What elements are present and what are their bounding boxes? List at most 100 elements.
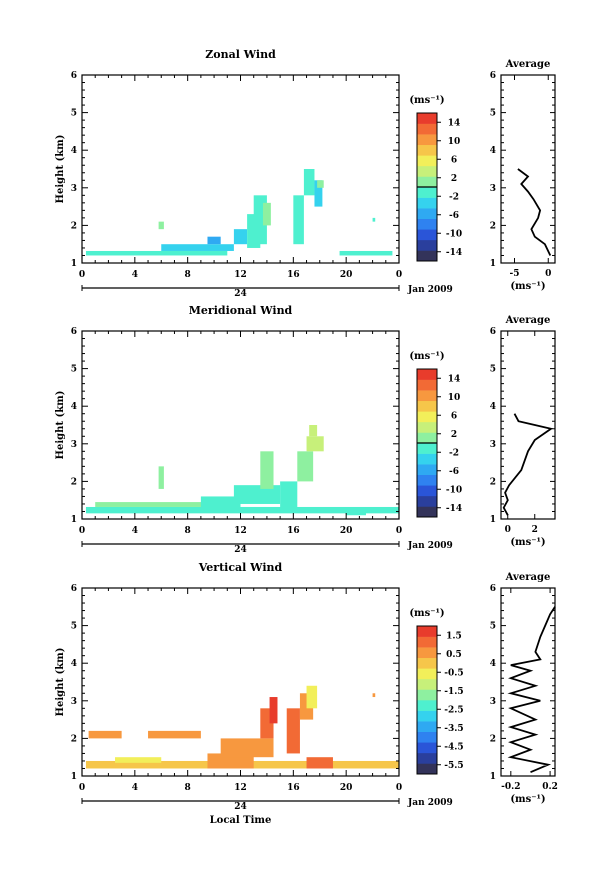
x-tick-label: 12 [234,783,247,793]
y-tick-label: 1 [71,772,77,782]
y-tick-label: 5 [71,109,77,119]
colorbar-tick-label: 2 [451,430,457,440]
colorbar-swatch [417,443,437,454]
colorbar-swatch [417,123,437,135]
x-tick-label: 8 [185,526,191,536]
y-tick-label: 4 [71,402,77,412]
heatmap-cell [314,180,323,207]
date-label: Jan 2009 [407,798,453,808]
colorbar-tick-label: 6 [451,411,457,421]
average-title: Average [505,59,551,70]
heatmap-cell [220,738,274,758]
avg-y-tick-label: 6 [490,71,496,81]
avg-y-tick-label: 1 [490,259,496,269]
average-title: Average [505,315,551,326]
heatmap-cell [200,496,241,508]
y-tick-label: 4 [71,146,77,156]
colorbar-tick-label: -5.5 [444,761,463,771]
average-unit: (ms⁻¹) [510,537,545,548]
x-tick-label: 16 [287,783,300,793]
y-tick-label: 1 [71,259,77,269]
y-tick-label: 3 [71,697,77,707]
avg-y-tick-label: 6 [490,327,496,337]
date-label: Jan 2009 [407,285,453,295]
x-tick-label: 0 [79,270,85,280]
avg-y-tick-label: 1 [490,515,496,525]
colorbar-tick-label: 2 [451,174,457,184]
y-tick-label: 6 [71,71,77,81]
colorbar-tick-label: -6 [449,467,459,477]
y-axis-label: Height (km) [55,391,66,460]
x-tick-label: 0 [396,526,402,536]
colorbar-tick-label: 0.5 [446,650,462,660]
avg-y-tick-label: 2 [490,734,496,744]
colorbar-tick-label: -2 [449,448,459,458]
colorbar-swatch [417,390,437,402]
avg-x-tick-label: 0 [545,269,551,279]
avg-x-tick-label: -0.2 [501,782,520,792]
heatmap-cell [207,236,221,245]
x-tick-label: 4 [132,783,138,793]
colorbar: 1.5 0.5 -0.5 -1.5 -2.5 -3.5 -4.5 -5.5 [416,625,464,775]
average-unit: (ms⁻¹) [510,794,545,805]
colorbar-swatch [417,208,437,220]
y-tick-label: 3 [71,184,77,194]
colorbar-swatch [417,752,437,764]
avg-y-tick-label: 4 [490,146,496,156]
avg-y-tick-label: 4 [490,402,496,412]
colorbar-swatch [417,700,437,711]
colorbar-swatch [417,721,437,733]
y-tick-label: 2 [71,734,77,744]
colorbar-swatch [417,464,437,476]
colorbar-unit: (ms⁻¹) [409,608,444,619]
colorbar-swatch [417,187,437,198]
y-tick-label: 6 [71,327,77,337]
colorbar-tick-label: -10 [446,485,462,495]
avg-y-tick-label: 6 [490,584,496,594]
avg-y-tick-label: 2 [490,477,496,487]
colorbar-tick-label: -14 [446,504,462,514]
colorbar-swatch [417,239,437,251]
colorbar-tick-label: -2.5 [444,705,463,715]
average-profile-line [507,606,556,774]
colorbar-swatch [417,113,437,124]
x-tick-label: 0 [79,526,85,536]
x-tick-label: 4 [132,526,138,536]
colorbar-swatch [417,668,437,680]
avg-y-tick-label: 3 [490,440,496,450]
y-tick-label: 4 [71,659,77,669]
y-tick-label: 1 [71,515,77,525]
x-tick-label: 20 [340,270,353,280]
colorbar-swatch [417,134,437,146]
colorbar-swatch [417,689,437,701]
avg-x-tick-label: 0 [505,525,511,535]
heatmap-cell [339,250,393,256]
colorbar-tick-label: 10 [448,393,461,403]
heatmap-cell [286,708,300,754]
colorbar-swatch [417,379,437,391]
colorbar-tick-label: 10 [448,137,461,147]
colorbar-swatch [417,155,437,167]
average-title: Average [505,572,551,583]
heatmap-cell [269,697,278,724]
y-tick-label: 5 [71,622,77,632]
y-tick-label: 6 [71,584,77,594]
colorbar-swatch [417,647,437,659]
avg-y-tick-label: 4 [490,659,496,669]
y-tick-label: 5 [71,365,77,375]
heatmap-cell [115,757,162,763]
heatmap-cell [262,202,271,226]
average-panel: Average 1 2 3 4 5 6 0 2 (ms⁻¹) [490,315,556,548]
colorbar-swatch [417,144,437,156]
panel-title: Zonal Wind [205,48,276,61]
heatmap-cell [148,730,201,739]
average-profile-line [502,413,554,516]
colorbar-swatch [417,421,437,433]
avg-y-tick-label: 5 [490,622,496,632]
heatmap-cell [158,221,164,230]
x-tick-label: 12 [234,270,247,280]
colorbar: 14 10 6 2 -2 -6 -10 -14 [416,368,462,518]
